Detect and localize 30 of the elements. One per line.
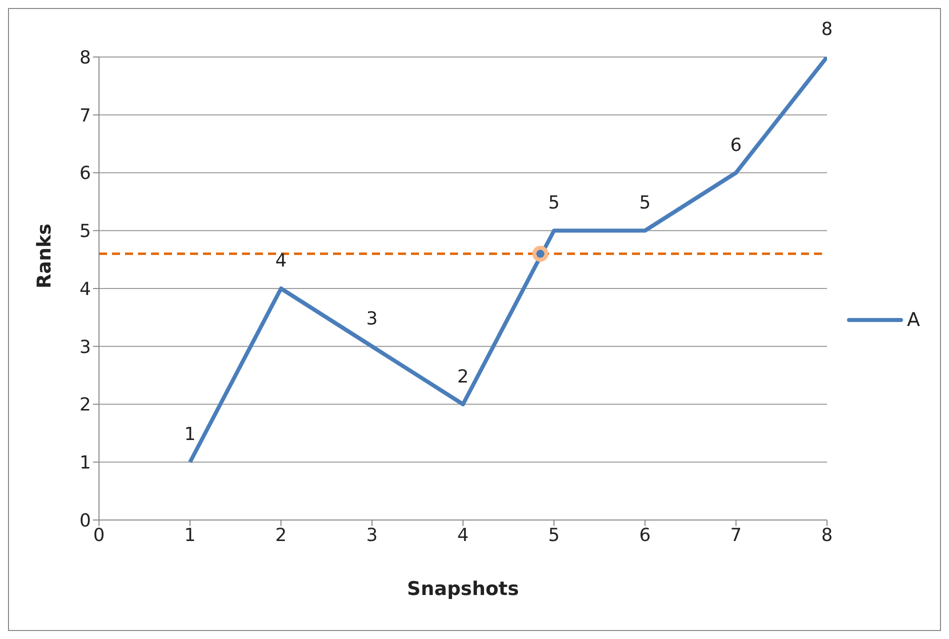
line-series <box>188 57 827 464</box>
x-tick-label: 4 <box>457 524 469 546</box>
x-tick-label: 0 <box>93 524 105 546</box>
x-axis-title: Snapshots <box>407 578 519 600</box>
y-tick-label: 2 <box>80 394 91 416</box>
y-tick-label: 7 <box>80 105 91 126</box>
data-label: 2 <box>457 366 469 388</box>
x-tick-label: 3 <box>366 524 378 546</box>
data-label: 4 <box>275 250 287 272</box>
x-tick-label: 5 <box>548 524 560 546</box>
x-tick-label: 1 <box>184 524 196 546</box>
legend-label: A <box>907 308 920 330</box>
x-tick-label: 2 <box>275 524 287 546</box>
y-tick-label: 6 <box>80 163 91 184</box>
y-tick-label: 8 <box>80 47 91 68</box>
data-label: 6 <box>730 134 742 156</box>
data-label: 5 <box>548 192 560 214</box>
data-label: 5 <box>639 192 651 214</box>
data-label: 1 <box>184 424 196 446</box>
x-tick-label: 6 <box>639 524 651 546</box>
data-label: 8 <box>821 19 833 40</box>
y-tick-label: 0 <box>80 510 91 532</box>
x-tick-label: 8 <box>821 524 833 546</box>
y-tick-label: 3 <box>80 336 91 358</box>
y-tick-label: 4 <box>80 278 91 300</box>
y-axis-title: Ranks <box>34 224 56 288</box>
x-tick-label: 7 <box>730 524 742 546</box>
y-tick-label: 1 <box>80 452 91 474</box>
data-label: 3 <box>366 308 378 330</box>
y-tick-label: 5 <box>80 221 91 242</box>
